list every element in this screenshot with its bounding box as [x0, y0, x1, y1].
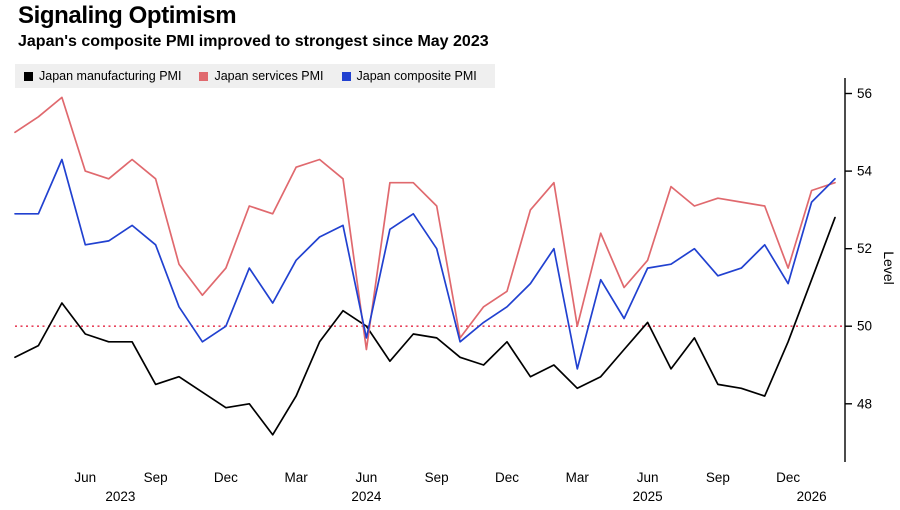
chart-title: Signaling Optimism [18, 2, 237, 29]
legend-label-manufacturing: Japan manufacturing PMI [39, 69, 182, 83]
x-axis-tick-label: Jun [356, 470, 378, 485]
y-axis-tick-label: 56 [857, 86, 872, 101]
x-axis-tick-label: Sep [706, 470, 730, 485]
legend-swatch-services [199, 71, 209, 81]
y-axis-title: Level [881, 251, 897, 284]
y-axis-tick-label: 48 [857, 396, 872, 411]
x-axis-year-label: 2026 [797, 489, 827, 504]
x-axis-year-label: 2023 [105, 489, 135, 504]
series-line-composite [14, 158, 836, 370]
y-axis-tick-label: 54 [857, 164, 873, 179]
x-axis-year-label: 2025 [633, 489, 663, 504]
x-axis-tick-label: Sep [425, 470, 449, 485]
x-axis-tick-label: Jun [637, 470, 659, 485]
x-axis-tick-label: Jun [74, 470, 96, 485]
legend-label-composite: Japan composite PMI [356, 69, 477, 83]
x-axis-tick-label: Dec [776, 470, 800, 485]
legend-swatch-manufacturing [24, 71, 33, 81]
series-line-services [14, 96, 836, 351]
legend-item-services: Japan services PMI [199, 69, 324, 83]
legend-item-composite: Japan composite PMI [341, 69, 477, 83]
x-axis-tick-label: Mar [284, 470, 308, 485]
chart-subtitle: Japan's composite PMI improved to strong… [18, 33, 489, 50]
y-axis-tick-label: 52 [857, 241, 872, 256]
legend-label-services: Japan services PMI [214, 69, 324, 83]
x-axis-tick-label: Dec [495, 470, 519, 485]
x-axis-tick-label: Dec [214, 470, 238, 485]
x-axis-tick-label: Mar [566, 470, 590, 485]
x-axis-year-label: 2024 [351, 489, 382, 504]
legend-item-manufacturing: Japan manufacturing PMI [24, 69, 181, 83]
legend: Japan manufacturing PMI Japan services PM… [15, 64, 495, 88]
y-axis-tick-label: 50 [857, 319, 872, 334]
x-axis-tick-label: Sep [144, 470, 168, 485]
series-line-manufacturing [14, 216, 836, 436]
legend-swatch-composite [341, 71, 351, 81]
